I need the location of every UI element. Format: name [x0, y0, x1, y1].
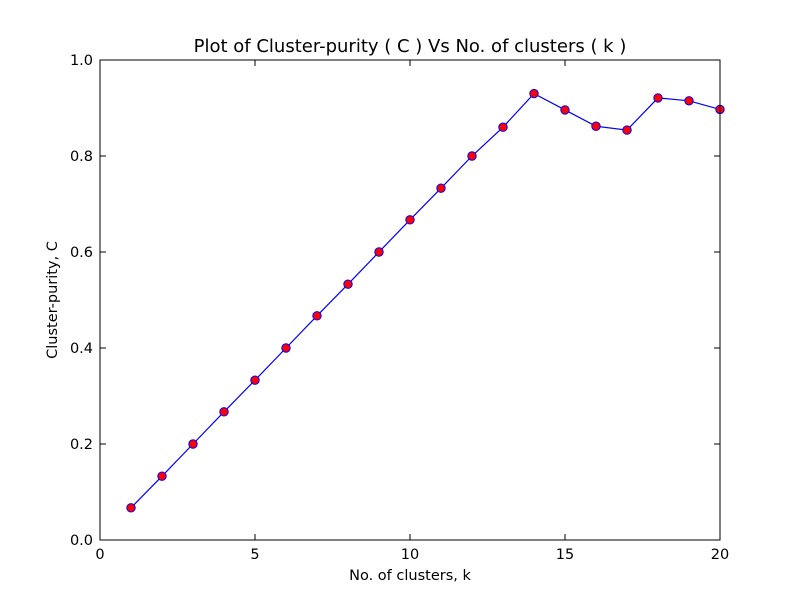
data-point — [343, 279, 353, 289]
x-tick-label: 5 — [250, 547, 259, 563]
data-point — [684, 96, 694, 106]
x-tick-label: 15 — [556, 547, 574, 563]
plot-area — [100, 60, 720, 540]
x-axis-ticks: 0 5 10 15 20 — [95, 60, 729, 563]
data-point — [653, 93, 663, 103]
data-point — [591, 121, 601, 131]
chart-title: Plot of Cluster-purity ( C ) Vs No. of c… — [194, 36, 627, 57]
y-axis-label: Cluster-purity, C — [45, 241, 61, 359]
y-tick-label: 0.6 — [70, 245, 93, 261]
data-point — [560, 105, 570, 115]
data-point — [250, 375, 260, 385]
x-tick-label: 20 — [711, 547, 729, 563]
y-tick-label: 0.8 — [70, 149, 93, 165]
data-point — [529, 88, 539, 99]
purity-series — [126, 88, 725, 513]
purity-line — [130, 92, 721, 509]
x-tick-label: 10 — [401, 547, 419, 563]
x-tick-label: 0 — [95, 547, 104, 563]
data-point — [498, 122, 508, 132]
data-point — [467, 151, 477, 161]
y-tick-label: 0.0 — [70, 533, 93, 549]
data-point — [126, 503, 136, 513]
data-point — [374, 247, 384, 257]
y-tick-label: 0.2 — [70, 437, 93, 453]
data-point — [219, 407, 229, 417]
data-point — [188, 439, 198, 449]
data-point — [405, 215, 415, 225]
x-axis-label: No. of clusters, k — [349, 568, 471, 584]
data-point — [312, 311, 322, 321]
y-tick-label: 0.4 — [70, 341, 93, 357]
plot-frame — [99, 59, 721, 541]
data-point — [157, 471, 167, 481]
data-point — [281, 343, 291, 353]
y-tick-label: 1.0 — [70, 53, 93, 69]
data-point — [622, 125, 632, 135]
data-point — [436, 183, 446, 193]
